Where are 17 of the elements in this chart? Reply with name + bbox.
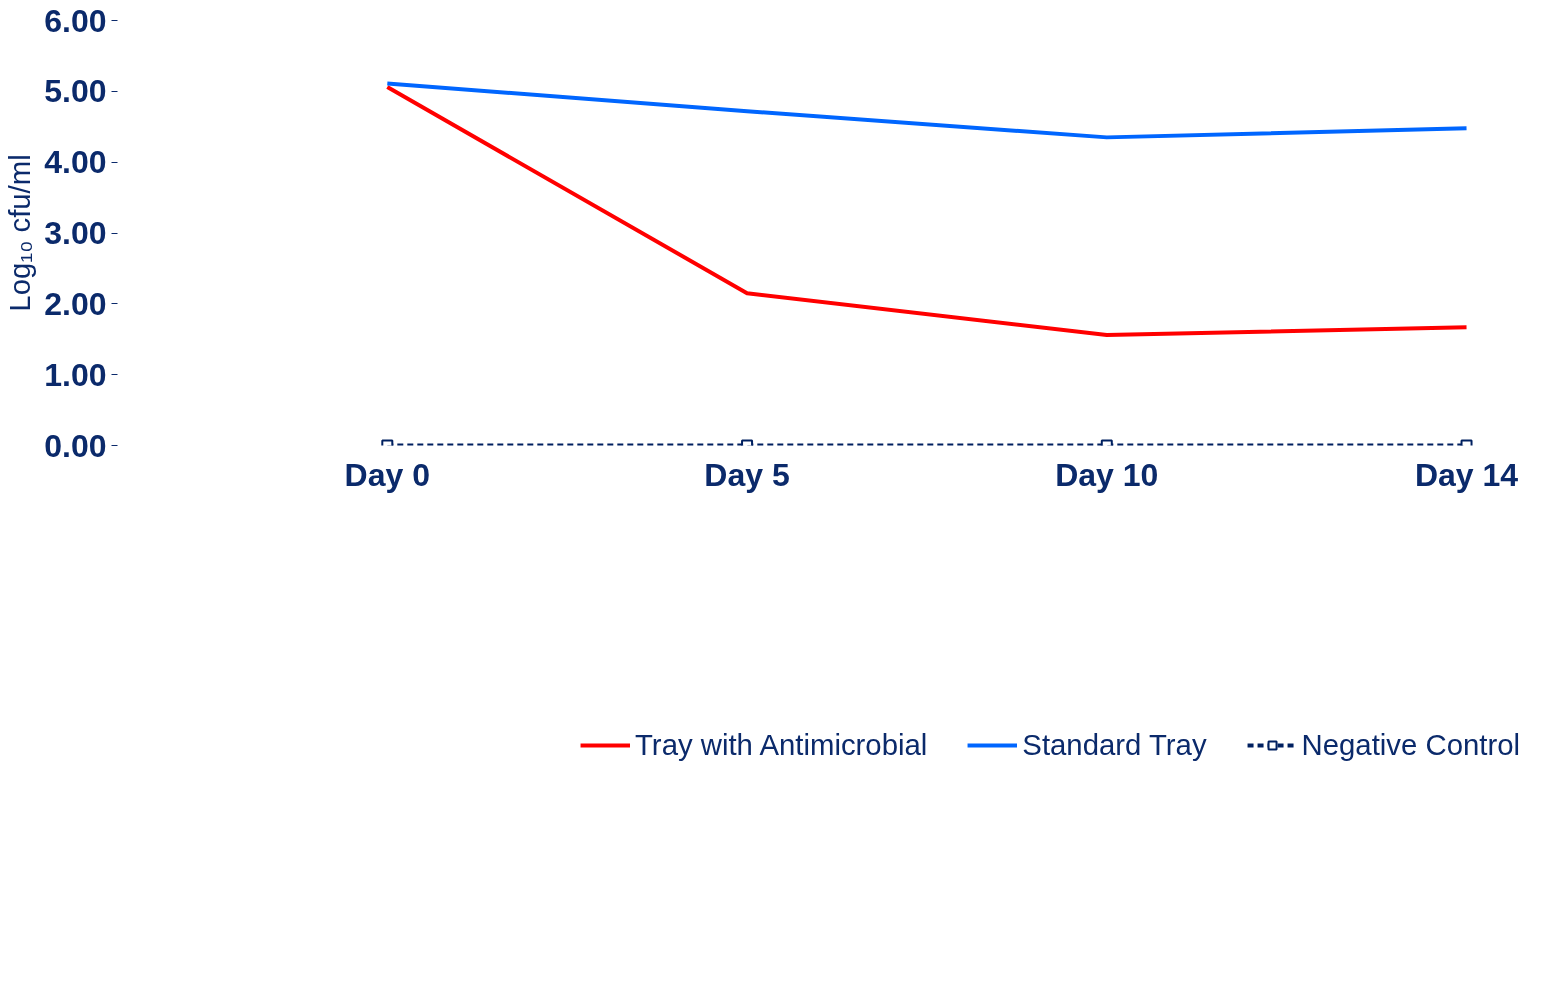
line-series [385,85,1469,337]
legend-label: Negative Control [1301,728,1520,762]
y-tick-label: 1.00 [44,356,107,393]
legend-label: Tray with Antimicrobial [635,728,928,762]
y-tick-label: 3.00 [44,215,107,251]
y-axis-title: Log₁₀ cfu/ml [3,154,37,312]
y-tick-label: 5.00 [44,73,107,110]
x-tick-label: Day 0 [344,456,430,493]
x-tick-label: Day 10 [1055,456,1159,493]
y-tick-label: 2.00 [44,285,107,322]
y-tick-label: 6.00 [44,2,107,39]
y-tick-label: 4.00 [44,144,107,181]
y-tick-label: 0.00 [44,427,107,464]
x-tick-label: Day 5 [704,456,790,493]
line-series [385,81,1469,140]
legend-label: Standard Tray [1022,728,1207,762]
x-tick-label: Day 14 [1414,456,1519,493]
